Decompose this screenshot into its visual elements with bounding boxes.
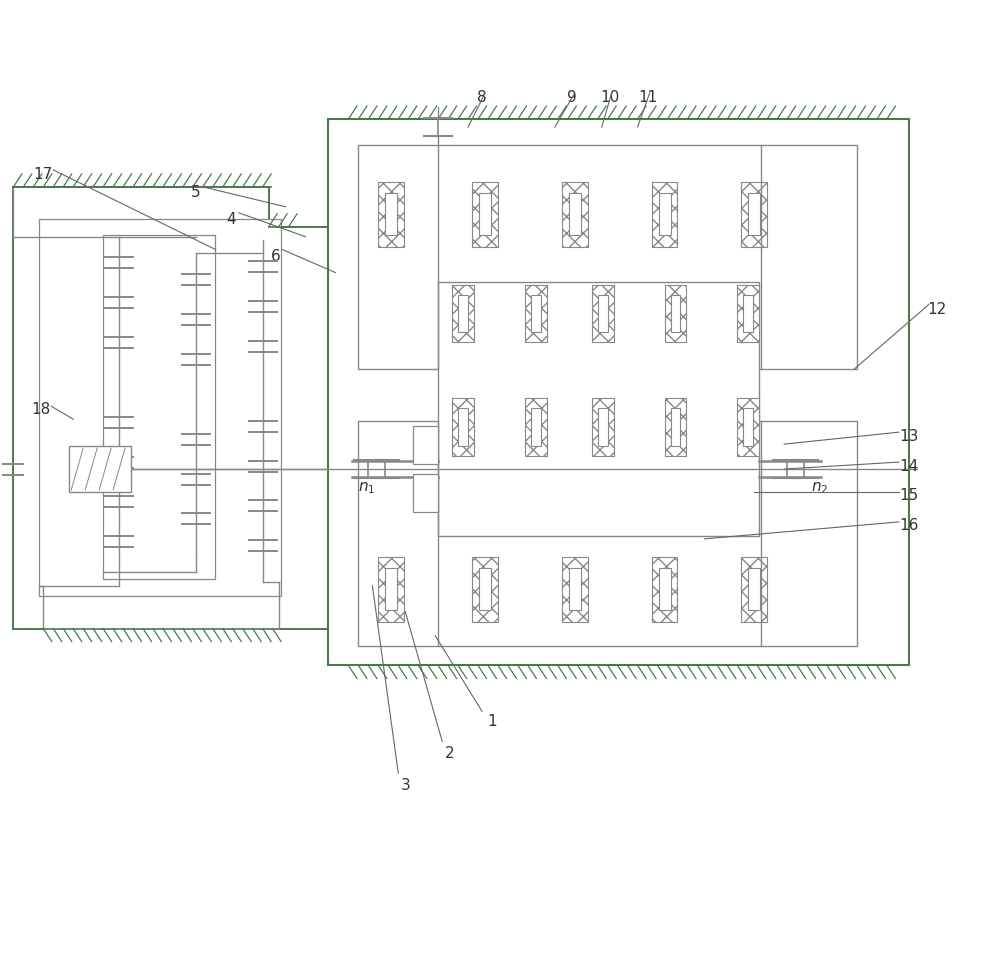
Bar <box>562 182 588 246</box>
Bar <box>452 284 474 343</box>
Bar <box>659 568 671 610</box>
Bar <box>671 294 680 332</box>
Bar <box>438 281 759 536</box>
Text: 3: 3 <box>400 777 410 793</box>
Bar <box>358 421 857 646</box>
Bar <box>652 182 677 246</box>
Bar <box>665 398 686 456</box>
Bar <box>598 294 608 332</box>
Bar <box>358 145 857 369</box>
Text: 1: 1 <box>487 714 497 729</box>
Bar <box>741 182 767 246</box>
Bar <box>562 557 588 621</box>
Bar <box>39 219 281 596</box>
Bar <box>569 568 581 610</box>
Bar <box>378 557 404 621</box>
Bar <box>531 294 541 332</box>
Bar <box>592 398 614 456</box>
Text: 16: 16 <box>899 518 919 534</box>
Text: 12: 12 <box>927 302 946 317</box>
Bar <box>665 284 686 343</box>
Bar <box>743 294 753 332</box>
Bar <box>472 182 498 246</box>
Text: $n_2$: $n_2$ <box>811 480 828 496</box>
Bar <box>378 182 404 246</box>
Bar <box>592 284 614 343</box>
Bar <box>743 408 753 446</box>
Bar <box>69 446 131 492</box>
Bar <box>748 568 760 610</box>
Bar <box>598 408 608 446</box>
Bar <box>328 119 909 665</box>
Text: $n_t$: $n_t$ <box>87 480 103 496</box>
Bar <box>569 194 581 235</box>
Bar <box>737 398 759 456</box>
Text: 10: 10 <box>600 90 619 104</box>
Bar <box>659 194 671 235</box>
Text: 14: 14 <box>899 459 918 473</box>
Text: $n_1$: $n_1$ <box>358 480 376 496</box>
Text: 4: 4 <box>226 212 236 227</box>
Bar <box>458 408 468 446</box>
Text: 8: 8 <box>477 90 487 104</box>
Bar <box>525 398 547 456</box>
Bar <box>479 194 491 235</box>
Bar <box>103 235 215 579</box>
Bar <box>413 474 438 512</box>
Text: 9: 9 <box>567 90 577 104</box>
Bar <box>652 557 677 621</box>
Bar <box>671 408 680 446</box>
Text: 6: 6 <box>271 249 281 264</box>
Bar <box>737 284 759 343</box>
Text: 2: 2 <box>445 746 455 761</box>
Bar <box>479 568 491 610</box>
Bar <box>458 294 468 332</box>
Text: 15: 15 <box>899 489 918 504</box>
Bar <box>472 557 498 621</box>
Bar <box>741 557 767 621</box>
Bar <box>525 284 547 343</box>
Bar <box>385 568 397 610</box>
Bar <box>531 408 541 446</box>
Text: 13: 13 <box>899 429 919 443</box>
Bar <box>385 194 397 235</box>
Bar <box>413 427 438 464</box>
Bar <box>452 398 474 456</box>
Text: 17: 17 <box>34 168 53 182</box>
Bar <box>748 194 760 235</box>
Text: 18: 18 <box>32 401 51 417</box>
Text: 11: 11 <box>638 90 657 104</box>
Text: 5: 5 <box>191 185 201 201</box>
